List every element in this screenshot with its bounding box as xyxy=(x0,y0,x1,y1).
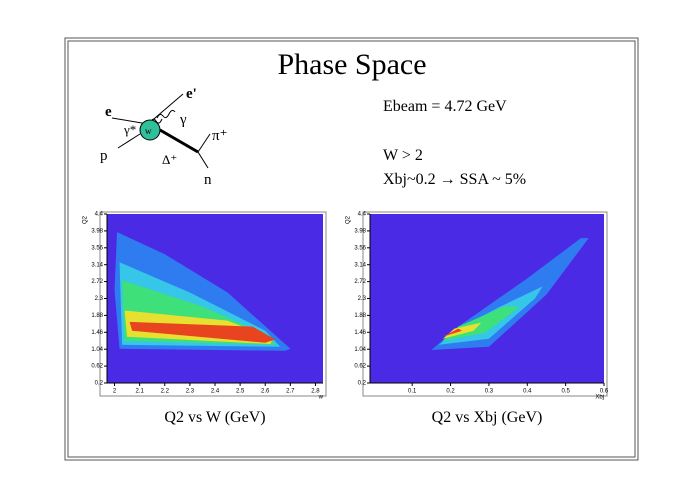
diagram-label: γ xyxy=(179,112,187,128)
diagram-label: p xyxy=(100,148,108,164)
photon xyxy=(156,109,176,119)
x-tick-label: 0.5 xyxy=(561,389,570,395)
x-tick-label: 2.4 xyxy=(211,389,220,395)
y-tick-label: 3.56 xyxy=(91,245,103,251)
y-tick-label: 1.04 xyxy=(91,347,103,353)
line xyxy=(197,151,209,169)
x-tick-label: 2.7 xyxy=(286,389,295,395)
line xyxy=(111,117,149,125)
y-tick-label: 0.62 xyxy=(354,364,366,370)
diagram-label: n xyxy=(204,172,212,188)
x-axis-label: w xyxy=(318,395,324,401)
y-tick-label: 1.88 xyxy=(91,313,103,319)
caption: Q2 vs W (GeV) xyxy=(164,409,265,426)
density-region xyxy=(129,321,276,343)
x-tick-label: 0.2 xyxy=(446,389,455,395)
diagram-labels: e e' γ* γ w p Δ⁺ π⁺ n xyxy=(100,86,228,188)
diagram-label: e xyxy=(105,104,112,120)
y-axis-label: Q2 xyxy=(346,215,352,224)
x-tick-label: 2.6 xyxy=(261,389,270,395)
note: W > 2 xyxy=(383,147,423,164)
plot-background xyxy=(370,214,604,383)
x-tick-label: 2.3 xyxy=(186,389,195,395)
y-tick-label: 2.72 xyxy=(91,279,103,285)
y-tick-label: 4.4 xyxy=(358,212,367,218)
y-tick-label: 3.56 xyxy=(354,245,366,251)
diagram-label: γ* xyxy=(123,122,136,137)
title: Phase Space xyxy=(277,48,426,81)
line xyxy=(197,133,211,153)
y-tick-label: 1.04 xyxy=(354,347,366,353)
x-tick-label: 2.8 xyxy=(311,389,320,395)
x-tick-label: 0.6 xyxy=(600,389,609,395)
border xyxy=(67,40,636,458)
y-tick-label: 3.14 xyxy=(91,262,103,268)
border xyxy=(64,37,639,461)
y-tick-label: 0.62 xyxy=(91,364,103,370)
diagram-label: Δ⁺ xyxy=(162,152,177,167)
y-tick-label: 1.46 xyxy=(91,330,103,336)
y-tick-label: 2.72 xyxy=(354,279,366,285)
y-tick-label: 1.46 xyxy=(354,330,366,336)
x-tick-label: 0.4 xyxy=(523,389,532,395)
note: Xbj~0.2 → SSA ~ 5% xyxy=(383,171,526,188)
y-tick-label: 0.2 xyxy=(358,381,367,387)
y-axis-label: Q2 xyxy=(83,215,89,224)
y-tick-label: 1.88 xyxy=(354,313,366,319)
x-tick-label: 2.2 xyxy=(161,389,170,395)
y-tick-label: 3.14 xyxy=(354,262,366,268)
note: Ebeam = 4.72 GeV xyxy=(383,98,507,115)
x-tick-label: 0.3 xyxy=(485,389,494,395)
y-tick-label: 2.3 xyxy=(95,296,104,302)
line xyxy=(117,133,141,149)
diagram-label: e' xyxy=(186,86,197,102)
diagram-label: π⁺ xyxy=(212,128,228,144)
vertex xyxy=(139,119,161,141)
feynman-diagram xyxy=(111,93,211,169)
x-axis-label: Xbj xyxy=(595,395,604,401)
diagram-label: w xyxy=(145,126,152,136)
x-tick-label: 2.1 xyxy=(135,389,144,395)
y-tick-label: 3.98 xyxy=(354,228,366,234)
y-tick-label: 4.4 xyxy=(95,212,104,218)
x-tick-label: 2 xyxy=(113,389,117,395)
y-tick-label: 0.2 xyxy=(95,381,104,387)
caption: Q2 vs Xbj (GeV) xyxy=(432,409,543,426)
density-region xyxy=(442,328,463,337)
y-tick-label: 3.98 xyxy=(91,228,103,234)
x-tick-label: 0.1 xyxy=(408,389,417,395)
y-tick-label: 2.3 xyxy=(358,296,367,302)
delta-line xyxy=(159,128,199,154)
x-tick-label: 2.5 xyxy=(236,389,245,395)
